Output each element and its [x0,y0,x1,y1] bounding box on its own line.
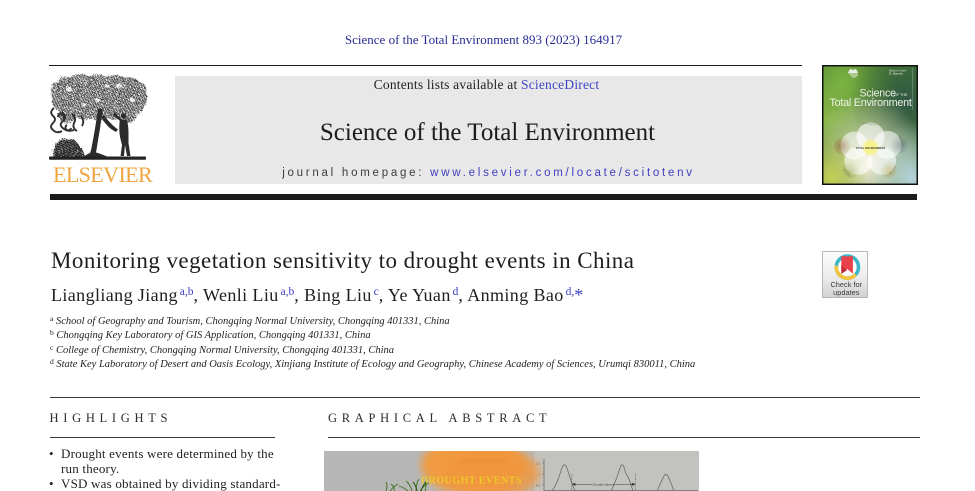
svg-text:OF THE: OF THE [894,93,908,97]
svg-text:Anthroposphere: Anthroposphere [861,121,876,126]
svg-text:Check for: Check for [830,280,862,289]
svg-text:D. Barcelo: D. Barcelo [889,71,903,75]
svg-text:1.5: 1.5 [536,461,541,465]
svg-text:Lithosphere: Lithosphere [888,164,897,175]
svg-text:Science: Science [859,87,896,99]
svg-text:Editor-in-Chief:: Editor-in-Chief: [889,68,907,72]
svg-text:Hydrosphere: Hydrosphere [842,168,851,179]
svg-text:TOTAL ENVIRONMENT: TOTAL ENVIRONMENT [855,145,885,149]
svg-text:Total Environment: Total Environment [829,96,911,108]
svg-text:updates: updates [833,287,860,296]
svg-text:DROUGHT EVENTS: DROUGHT EVENTS [421,476,522,487]
svg-text:0.5: 0.5 [536,483,541,487]
svg-text:Drought Interval: Drought Interval [593,483,616,487]
svg-text:Atmosphere: Atmosphere [897,136,905,148]
svg-text:1: 1 [539,472,541,476]
